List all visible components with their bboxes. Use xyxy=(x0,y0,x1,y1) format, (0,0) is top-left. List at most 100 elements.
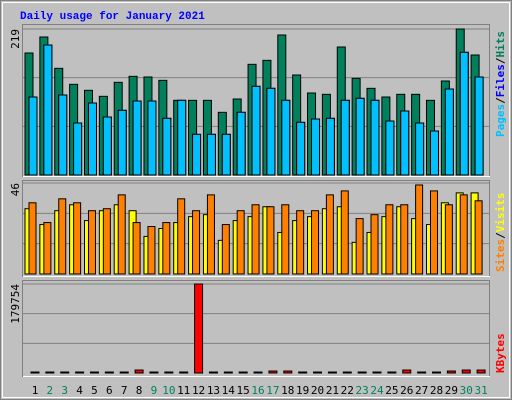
x-tick-label: 20 xyxy=(311,384,324,397)
bar xyxy=(355,97,365,176)
x-tick-label: 5 xyxy=(91,384,98,397)
x-tick-label: 23 xyxy=(356,384,369,397)
legend-entry: KBytes xyxy=(494,333,507,373)
legend: KBytes xyxy=(494,333,507,373)
x-tick-label: 25 xyxy=(385,384,398,397)
bar xyxy=(236,111,246,176)
bar xyxy=(58,198,67,275)
bar xyxy=(73,202,82,275)
x-tick-label: 15 xyxy=(237,384,250,397)
bar xyxy=(132,222,141,275)
bar xyxy=(311,118,321,176)
x-tick-label: 29 xyxy=(445,384,458,397)
bar xyxy=(311,210,320,275)
x-tick-label: 18 xyxy=(281,384,294,397)
x-tick-label: 21 xyxy=(326,384,339,397)
bar xyxy=(370,214,379,275)
bar xyxy=(402,369,412,374)
bar xyxy=(162,117,172,176)
bar xyxy=(251,204,260,275)
bar xyxy=(446,370,456,374)
bar xyxy=(429,130,439,176)
y-tick-label: 219 xyxy=(9,29,22,49)
bar xyxy=(474,76,484,176)
bar xyxy=(283,370,293,374)
y-tick-label: 46 xyxy=(9,183,22,196)
legend-entry: Sites xyxy=(494,239,507,272)
bar xyxy=(444,88,454,176)
legend: Sites/Visits xyxy=(494,193,507,273)
bar xyxy=(444,204,453,275)
bar xyxy=(459,51,469,176)
bar xyxy=(385,204,394,275)
bar xyxy=(28,96,38,176)
x-tick-label: 30 xyxy=(460,384,473,397)
bar xyxy=(476,369,486,374)
bar xyxy=(119,371,129,374)
bar xyxy=(177,198,186,275)
panel xyxy=(22,280,490,377)
bar xyxy=(355,218,364,275)
bar xyxy=(60,371,70,374)
chart-title: Daily usage for January 2021 xyxy=(20,11,205,23)
bar xyxy=(342,371,352,374)
legend-entry: Pages xyxy=(494,104,507,137)
bar xyxy=(370,99,380,176)
legend-entry: Files xyxy=(494,64,507,97)
bar xyxy=(357,371,367,374)
x-tick-label: 16 xyxy=(251,384,264,397)
x-tick-label: 1 xyxy=(32,384,39,397)
bar xyxy=(372,371,382,374)
bar xyxy=(281,204,290,275)
bar xyxy=(400,204,409,275)
bar xyxy=(385,120,395,176)
x-tick-label: 2 xyxy=(47,384,54,397)
bar xyxy=(266,87,276,176)
bar xyxy=(194,283,204,374)
bar xyxy=(298,371,308,374)
bar xyxy=(149,371,159,374)
bar xyxy=(30,371,40,374)
bar xyxy=(251,85,261,176)
bar xyxy=(117,109,127,176)
bar xyxy=(461,369,471,374)
x-tick-label: 19 xyxy=(296,384,309,397)
bar xyxy=(89,371,99,374)
bar xyxy=(415,184,424,275)
bar xyxy=(296,121,306,176)
bar xyxy=(208,371,218,374)
bar xyxy=(132,100,142,176)
legend-entry: Visits xyxy=(494,193,507,233)
bar xyxy=(147,226,156,275)
x-tick-label: 24 xyxy=(370,384,384,397)
x-tick-label: 9 xyxy=(151,384,158,397)
bar xyxy=(266,206,275,275)
bar xyxy=(43,44,53,176)
bar xyxy=(28,202,37,275)
x-tick-label: 13 xyxy=(207,384,220,397)
legend: Pages/Files/Hits xyxy=(494,31,507,137)
x-tick-label: 12 xyxy=(192,384,205,397)
bar xyxy=(134,369,144,374)
bar xyxy=(45,371,55,374)
bar xyxy=(87,102,97,176)
bar xyxy=(206,194,215,275)
bar xyxy=(147,100,157,176)
legend-sep: / xyxy=(494,97,507,104)
bar xyxy=(415,122,425,176)
x-tick-label: 10 xyxy=(162,384,175,397)
bar xyxy=(117,194,126,275)
bar xyxy=(238,371,248,374)
bar xyxy=(313,371,323,374)
bar xyxy=(102,116,112,176)
x-tick-label: 22 xyxy=(341,384,354,397)
bar xyxy=(459,194,468,275)
bar xyxy=(102,208,111,275)
bar xyxy=(192,133,202,176)
bar xyxy=(325,194,334,275)
bar xyxy=(431,371,441,374)
x-tick-label: 28 xyxy=(430,384,443,397)
